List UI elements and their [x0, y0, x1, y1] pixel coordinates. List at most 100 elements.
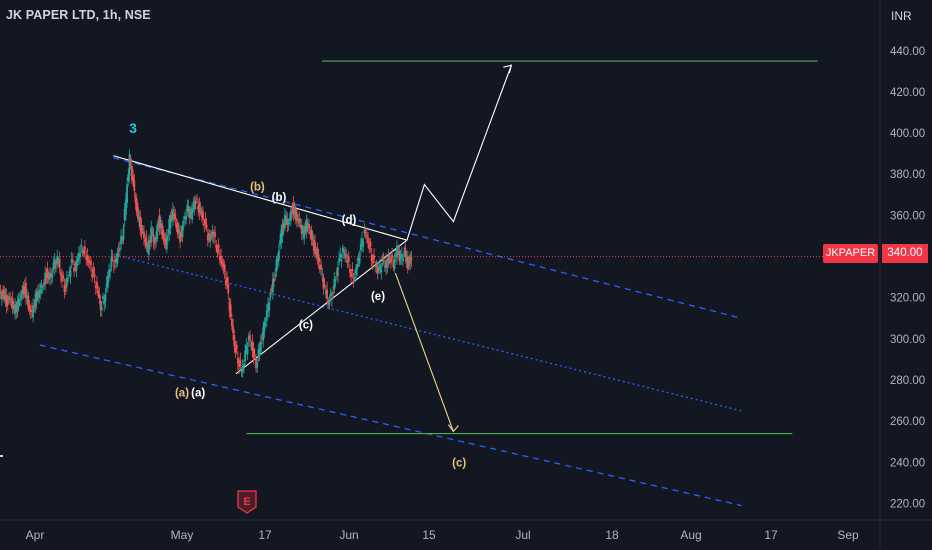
candle-body: [263, 321, 266, 332]
candle-body: [11, 298, 14, 308]
candle-body: [376, 267, 379, 273]
candle-body: [335, 272, 338, 274]
bearish-arrowhead: [447, 424, 459, 433]
candle-body: [128, 153, 131, 176]
candle-body: [8, 296, 10, 302]
candle-body: [167, 235, 169, 237]
candle-body: [350, 272, 353, 277]
candle-body: [92, 268, 95, 273]
candle-body: [110, 256, 113, 267]
candle-body: [12, 306, 15, 310]
candle-body: [203, 223, 206, 226]
candle-body: [221, 261, 224, 265]
candle-body: [59, 272, 62, 276]
candle-body: [10, 301, 13, 303]
candle-body: [333, 278, 336, 290]
candle-body: [97, 290, 100, 296]
candle-body: [127, 174, 130, 182]
candle-body: [69, 269, 72, 277]
candle-body: [368, 244, 371, 250]
wave-label: (d): [342, 215, 357, 227]
wave-label: (a): [175, 388, 189, 400]
candle-body: [179, 231, 181, 243]
candle-body: [173, 213, 175, 216]
candle-layer: [0, 149, 413, 378]
symbol-title[interactable]: JK PAPER LTD, 1h, NSE: [6, 8, 151, 22]
candle-body: [237, 357, 239, 364]
candle-body: [6, 301, 9, 305]
wave-label-layer: 3 (b) (b) (d) (e) (c) (a) (a) (c): [129, 120, 466, 469]
candle-body: [75, 260, 78, 271]
candle-body: [186, 205, 189, 211]
candle-body: [120, 235, 122, 245]
candle-body: [226, 277, 228, 283]
candle-body: [4, 294, 7, 301]
candle-body: [96, 281, 98, 289]
candle-body: [262, 327, 265, 341]
candle-body: [284, 215, 286, 229]
price-axis-panel: [880, 0, 932, 550]
candle-body: [375, 265, 378, 267]
candle-body: [34, 293, 37, 306]
candle-body: [52, 262, 55, 269]
candle-body: [161, 223, 163, 236]
candle-body: [121, 239, 124, 241]
candle-body: [144, 239, 147, 242]
candle-body: [61, 275, 63, 282]
candle-body: [146, 247, 149, 249]
candle-body: [98, 294, 101, 298]
candle-body: [132, 176, 135, 182]
candle-body: [149, 239, 151, 243]
candle-body: [81, 250, 84, 253]
candle-body: [329, 292, 332, 297]
candle-body: [140, 224, 143, 234]
candle-body: [405, 258, 408, 262]
candle-body: [87, 260, 90, 263]
earnings-e-icon[interactable]: E: [237, 490, 257, 514]
time-tick-label: Jul: [515, 528, 530, 542]
candle-body: [124, 199, 127, 215]
candle-body: [261, 337, 263, 339]
wave-label: 3: [129, 120, 137, 136]
candle-body: [229, 304, 232, 317]
candle-body: [26, 295, 29, 299]
wave-label: (c): [299, 320, 313, 332]
candle-body: [220, 255, 222, 263]
candle-body: [86, 255, 89, 261]
candle-body: [184, 216, 186, 220]
candle-body: [25, 283, 27, 299]
candle-body: [247, 335, 250, 341]
bearish-projection-path: [394, 272, 454, 432]
candle-body: [279, 240, 281, 246]
candle-body: [99, 300, 102, 310]
candle-body: [187, 206, 190, 212]
candle-body: [281, 224, 284, 237]
candle-body: [158, 215, 161, 229]
candle-body: [271, 279, 274, 293]
candle-body: [321, 274, 324, 276]
candle-body: [357, 257, 360, 261]
candle-body: [85, 256, 88, 259]
candle-body: [371, 260, 374, 264]
candle-body: [215, 244, 218, 249]
candle-body: [374, 265, 377, 267]
candle-body: [264, 324, 267, 326]
candle-body: [385, 260, 387, 268]
candle-body: [382, 256, 385, 261]
candle-body: [103, 301, 106, 305]
candle-body: [287, 222, 290, 225]
candle-body: [255, 358, 257, 369]
wave-label: (c): [452, 457, 466, 469]
candle-body: [27, 295, 30, 309]
candle-body: [232, 326, 235, 334]
candle-body: [126, 184, 128, 203]
candle-body: [22, 286, 25, 295]
candle-body: [55, 261, 57, 266]
candle-body: [65, 277, 68, 286]
candle-body: [409, 254, 412, 264]
candle-body: [198, 203, 201, 213]
candle-body: [322, 276, 325, 289]
candle-body: [339, 254, 342, 258]
